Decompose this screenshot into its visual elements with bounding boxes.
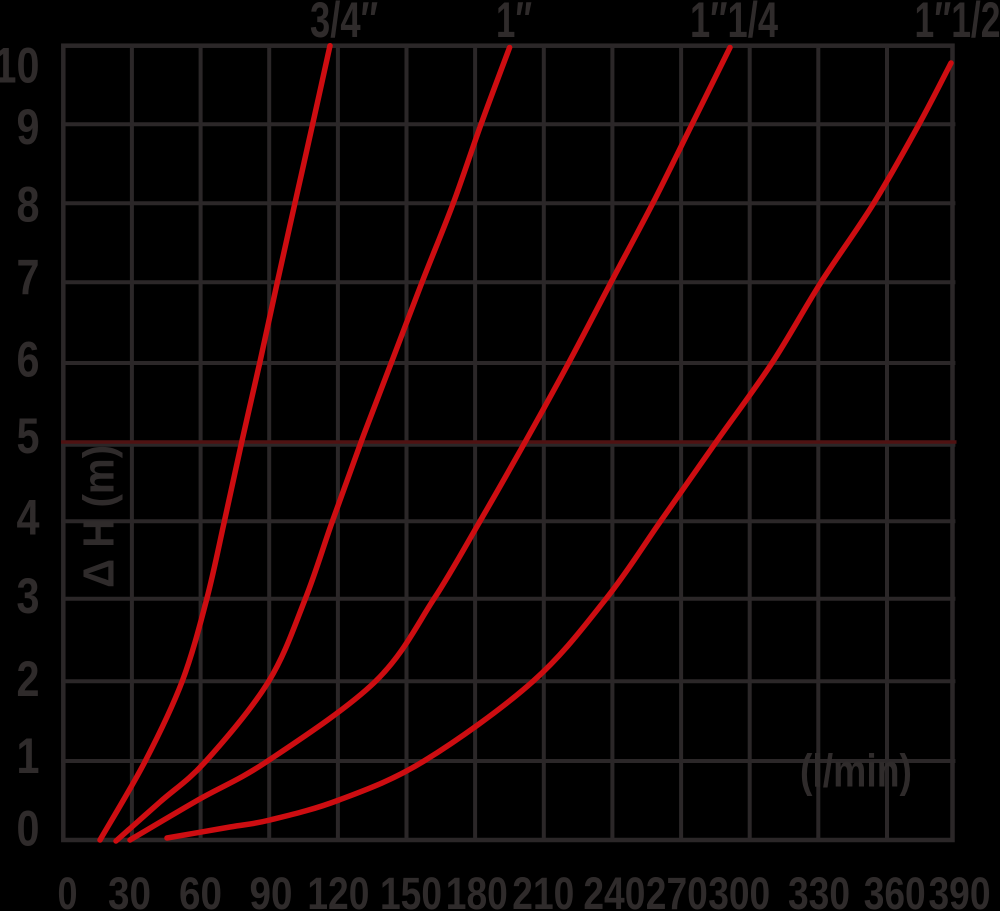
svg-text:1: 1 [17,728,40,784]
svg-text:9: 9 [17,99,40,155]
svg-text:120: 120 [307,868,369,911]
svg-text:5: 5 [17,408,40,464]
svg-text:300: 300 [708,868,770,911]
svg-text:8: 8 [17,176,40,232]
svg-text:90: 90 [250,868,293,911]
svg-text:1″: 1″ [496,0,532,48]
svg-text:6: 6 [17,332,40,388]
svg-text:240: 240 [583,868,645,911]
svg-text:150: 150 [380,868,442,911]
svg-text:0: 0 [17,801,40,857]
svg-text:270: 270 [646,868,708,911]
svg-text:1″1/4: 1″1/4 [690,0,778,48]
svg-text:10: 10 [0,37,40,93]
svg-text:3/4″: 3/4″ [310,0,378,48]
svg-text:390: 390 [929,868,991,911]
svg-text:30: 30 [108,868,151,911]
svg-text:7: 7 [17,250,40,306]
svg-text:Δ H (m): Δ H (m) [75,445,124,588]
svg-text:210: 210 [512,868,574,911]
svg-text:1″1/2: 1″1/2 [915,0,1000,48]
svg-text:330: 330 [788,868,850,911]
svg-text:(l/min): (l/min) [800,745,912,797]
svg-text:180: 180 [446,868,508,911]
svg-text:3: 3 [17,568,40,624]
svg-text:0: 0 [58,868,78,911]
svg-text:4: 4 [17,489,40,545]
svg-text:60: 60 [179,868,222,911]
svg-text:2: 2 [17,651,40,707]
svg-text:360: 360 [864,868,926,911]
